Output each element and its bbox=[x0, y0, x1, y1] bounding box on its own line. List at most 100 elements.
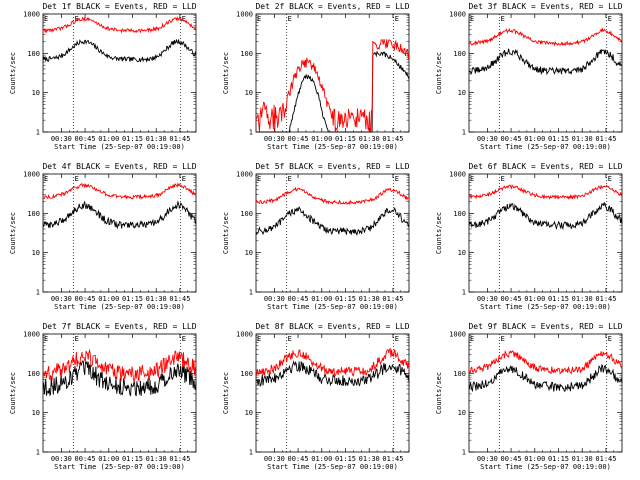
plot-frame bbox=[468, 333, 623, 453]
event-marker-label: E bbox=[257, 335, 261, 343]
x-tick-label: 00:30 bbox=[264, 455, 285, 463]
x-axis-label: Start Time (25-Sep-07 00:19:00) bbox=[54, 303, 185, 311]
x-tick-label: 00:30 bbox=[477, 295, 498, 303]
y-tick-label: 100 bbox=[27, 370, 40, 378]
x-axis-label: Start Time (25-Sep-07 00:19:00) bbox=[54, 143, 185, 151]
x-tick-label: 01:00 bbox=[98, 295, 119, 303]
x-tick-label: 01:30 bbox=[359, 295, 380, 303]
x-tick-label: 00:45 bbox=[288, 135, 309, 143]
chart-title: Det 5f BLACK = Events, RED = LLD bbox=[255, 162, 409, 171]
event-marker-label: E bbox=[608, 175, 612, 183]
plot-frame bbox=[42, 173, 197, 293]
events-series-line bbox=[256, 360, 410, 388]
y-axis-label: Counts/sec bbox=[222, 372, 230, 414]
x-tick-label: 01:45 bbox=[595, 295, 616, 303]
y-tick-label: 1 bbox=[36, 129, 40, 137]
y-axis-label: Counts/sec bbox=[9, 212, 17, 254]
y-tick-label: 10 bbox=[458, 89, 466, 97]
y-tick-label: 1000 bbox=[449, 11, 466, 19]
chart-svg: Det 1f BLACK = Events, RED = LLD 1 10 100 10… bbox=[9, 2, 197, 151]
x-tick-label: 01:45 bbox=[382, 295, 403, 303]
x-tick-label: 01:30 bbox=[572, 455, 593, 463]
event-marker-label: E bbox=[395, 175, 399, 183]
chart-svg: Det 4f BLACK = Events, RED = LLD 1 10 100 10… bbox=[9, 162, 197, 311]
event-marker-label: E bbox=[470, 15, 474, 23]
events-series-line bbox=[42, 200, 197, 230]
x-tick-label: 01:30 bbox=[146, 135, 167, 143]
x-tick-label: 00:30 bbox=[264, 295, 285, 303]
y-tick-label: 1000 bbox=[236, 171, 253, 179]
x-tick-label: 00:45 bbox=[501, 295, 522, 303]
y-tick-label: 10 bbox=[32, 249, 40, 257]
event-marker-label: E bbox=[470, 175, 474, 183]
y-tick-label: 10 bbox=[245, 409, 253, 417]
y-tick-label: 1 bbox=[249, 129, 253, 137]
y-tick-label: 1 bbox=[36, 289, 40, 297]
lld-series-line bbox=[469, 27, 623, 47]
x-tick-label: 01:00 bbox=[524, 455, 545, 463]
x-tick-label: 00:45 bbox=[288, 295, 309, 303]
y-tick-label: 100 bbox=[240, 370, 253, 378]
events-series-line bbox=[42, 360, 197, 397]
y-tick-label: 100 bbox=[453, 50, 466, 58]
y-tick-label: 100 bbox=[27, 210, 40, 218]
x-tick-label: 01:30 bbox=[146, 455, 167, 463]
x-axis-label: Start Time (25-Sep-07 00:19:00) bbox=[480, 463, 611, 471]
event-marker-label: E bbox=[395, 15, 399, 23]
x-tick-label: 01:45 bbox=[382, 135, 403, 143]
x-tick-label: 01:45 bbox=[169, 295, 190, 303]
lld-series-line bbox=[42, 182, 197, 200]
x-tick-label: 01:00 bbox=[311, 455, 332, 463]
x-tick-label: 01:15 bbox=[548, 295, 569, 303]
x-tick-label: 01:45 bbox=[595, 455, 616, 463]
chart-title: Det 1f BLACK = Events, RED = LLD bbox=[42, 2, 196, 11]
x-tick-label: 01:30 bbox=[572, 135, 593, 143]
x-tick-label: 01:15 bbox=[335, 135, 356, 143]
y-tick-label: 100 bbox=[240, 50, 253, 58]
x-tick-label: 01:15 bbox=[122, 135, 143, 143]
x-axis-label: Start Time (25-Sep-07 00:19:00) bbox=[267, 303, 398, 311]
y-tick-label: 1000 bbox=[236, 11, 253, 19]
x-tick-label: 01:15 bbox=[122, 455, 143, 463]
x-tick-label: 01:00 bbox=[98, 135, 119, 143]
chart-svg: Det 8f BLACK = Events, RED = LLD 1 10 100 10… bbox=[222, 322, 410, 471]
detector-panel: Det 2f BLACK = Events, RED = LLD 1 10 100 10… bbox=[213, 0, 426, 160]
y-tick-label: 1 bbox=[249, 449, 253, 457]
chart-title: Det 6f BLACK = Events, RED = LLD bbox=[468, 162, 622, 171]
y-axis-label: Counts/sec bbox=[435, 212, 443, 254]
event-marker-label: E bbox=[608, 335, 612, 343]
x-tick-label: 00:45 bbox=[75, 455, 96, 463]
y-tick-label: 100 bbox=[240, 210, 253, 218]
x-tick-label: 01:15 bbox=[548, 135, 569, 143]
chart-title: Det 4f BLACK = Events, RED = LLD bbox=[42, 162, 196, 171]
event-marker-label: E bbox=[75, 335, 79, 343]
y-tick-label: 1000 bbox=[236, 331, 253, 339]
x-tick-label: 01:30 bbox=[572, 295, 593, 303]
y-tick-label: 1000 bbox=[23, 11, 40, 19]
event-marker-label: E bbox=[44, 175, 48, 183]
chart-svg: Det 6f BLACK = Events, RED = LLD 1 10 100 10… bbox=[435, 162, 623, 311]
chart-svg: Det 3f BLACK = Events, RED = LLD 1 10 100 10… bbox=[435, 2, 623, 151]
y-tick-label: 1 bbox=[462, 129, 466, 137]
x-tick-label: 00:45 bbox=[75, 135, 96, 143]
event-marker-label: E bbox=[470, 335, 474, 343]
plot-frame bbox=[255, 333, 410, 453]
y-tick-label: 1 bbox=[462, 449, 466, 457]
event-marker-label: E bbox=[288, 335, 292, 343]
y-tick-label: 100 bbox=[453, 210, 466, 218]
y-tick-label: 10 bbox=[245, 89, 253, 97]
chart-svg: Det 5f BLACK = Events, RED = LLD 1 10 100 10… bbox=[222, 162, 410, 311]
event-marker-label: E bbox=[288, 175, 292, 183]
detector-panel: Det 3f BLACK = Events, RED = LLD 1 10 100 10… bbox=[426, 0, 639, 160]
x-axis-label: Start Time (25-Sep-07 00:19:00) bbox=[480, 303, 611, 311]
y-tick-label: 10 bbox=[458, 249, 466, 257]
y-tick-label: 1 bbox=[462, 289, 466, 297]
x-tick-label: 01:00 bbox=[524, 135, 545, 143]
events-series-line bbox=[42, 39, 197, 63]
detector-panel: Det 4f BLACK = Events, RED = LLD 1 10 100 10… bbox=[0, 160, 213, 320]
event-marker-label: E bbox=[395, 335, 399, 343]
x-tick-label: 00:30 bbox=[477, 455, 498, 463]
x-tick-label: 01:15 bbox=[122, 295, 143, 303]
y-tick-label: 1000 bbox=[449, 171, 466, 179]
detector-panel: Det 5f BLACK = Events, RED = LLD 1 10 100 10… bbox=[213, 160, 426, 320]
